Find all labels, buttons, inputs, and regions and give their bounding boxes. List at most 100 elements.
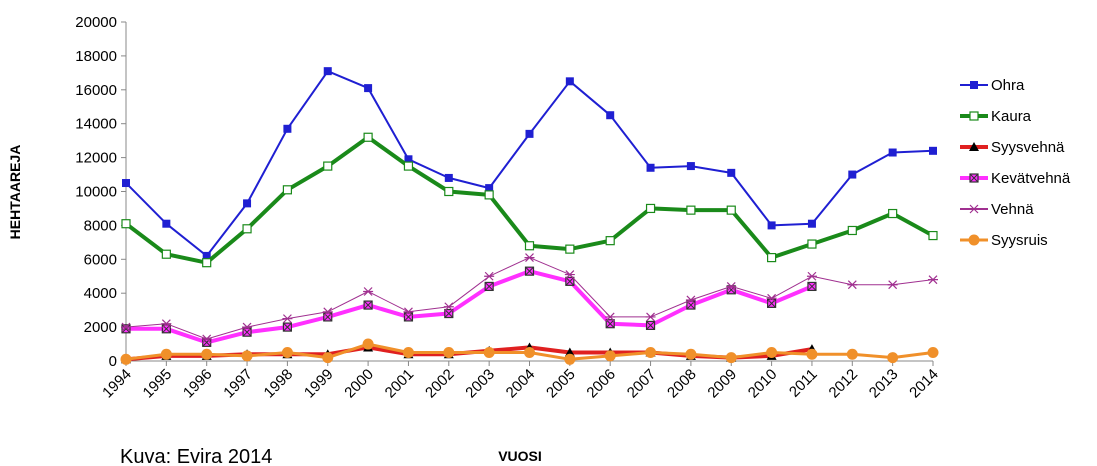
data-point-ohra xyxy=(122,179,130,188)
data-point-kevatvehna xyxy=(645,320,656,331)
x-tick-label: 1995 xyxy=(140,366,176,402)
legend-marker xyxy=(969,142,979,151)
data-point-vehna xyxy=(403,307,414,317)
series-lines xyxy=(120,67,939,365)
data-point-vehna xyxy=(726,281,737,291)
series-vehna xyxy=(121,253,938,344)
x-axis: 1994 1995 1996 1997 1998 1999 2000 2001 2002 2003… xyxy=(99,360,942,402)
legend-item-vehna: Vehnä xyxy=(960,201,1034,218)
data-point-syysruis xyxy=(927,347,939,359)
legend-marker xyxy=(968,234,980,246)
series-syysruis xyxy=(120,338,939,365)
data-point-ohra xyxy=(202,251,211,260)
data-point-ohra xyxy=(727,168,736,177)
data-point-kaura xyxy=(726,205,736,215)
data-point-kaura xyxy=(282,185,292,195)
data-point-syysruis xyxy=(685,348,697,360)
y-tick-label: 4000 xyxy=(84,285,117,302)
data-point-vehna xyxy=(605,312,616,322)
x-tick-label: 2007 xyxy=(624,366,660,402)
y-axis: 0 2000 4000 6000 8000 10000 12000 14000 16000 180… xyxy=(75,14,127,370)
data-point-kaura xyxy=(363,132,373,142)
data-point-vehna xyxy=(685,295,696,305)
series-line-kevatvehna xyxy=(126,269,813,345)
legend-item-kevatvehna: Kevätvehnä xyxy=(960,170,1071,187)
series-ohra xyxy=(122,67,937,260)
data-point-ohra xyxy=(323,67,332,76)
data-point-kevatvehna xyxy=(121,324,131,334)
y-tick-label: 18000 xyxy=(75,48,117,65)
data-point-vehna xyxy=(282,314,293,324)
data-point-kevatvehna xyxy=(444,308,454,319)
legend-label: Kevätvehnä xyxy=(991,170,1071,187)
legend-marker xyxy=(969,204,979,214)
data-point-syysruis xyxy=(725,352,737,364)
data-point-vehna xyxy=(645,312,656,322)
data-point-kaura xyxy=(323,161,333,171)
data-point-kevatvehna xyxy=(565,276,575,286)
legend-label: Vehnä xyxy=(991,201,1034,218)
data-point-ohra xyxy=(283,124,292,133)
y-tick-label: 8000 xyxy=(84,217,117,234)
data-point-kevatvehna xyxy=(807,281,817,292)
data-point-kaura xyxy=(686,205,696,215)
x-tick-label: 2001 xyxy=(382,366,418,402)
x-tick-label: 1996 xyxy=(180,366,216,402)
data-point-ohra xyxy=(162,219,171,228)
legend-label: Syysruis xyxy=(991,232,1048,249)
data-point-vehna xyxy=(363,287,374,296)
data-point-kaura xyxy=(807,239,817,249)
image-caption: Kuva: Evira 2014 xyxy=(120,446,272,466)
data-point-vehna xyxy=(847,280,858,290)
data-point-vehna xyxy=(201,334,212,344)
y-tick-label: 16000 xyxy=(75,82,117,99)
legend: Ohra Kaura Syysvehnä Kevätvehnä Vehnä Syysrui… xyxy=(960,77,1071,249)
data-point-syysruis xyxy=(362,338,374,350)
data-point-syysruis xyxy=(564,353,576,365)
data-point-syysruis xyxy=(766,347,778,359)
data-point-kaura xyxy=(242,224,252,234)
legend-item-ohra: Ohra xyxy=(960,77,1025,94)
data-point-ohra xyxy=(525,129,534,138)
data-point-kevatvehna xyxy=(524,266,535,276)
x-tick-label: 1999 xyxy=(301,366,337,402)
data-point-kevatvehna xyxy=(282,322,292,332)
data-point-kaura xyxy=(928,230,938,241)
y-tick-label: 12000 xyxy=(75,150,117,167)
x-tick-label: 2009 xyxy=(704,366,740,402)
data-point-syysruis xyxy=(241,350,253,362)
data-point-ohra xyxy=(646,163,655,172)
data-point-vehna xyxy=(161,319,172,329)
data-point-vehna xyxy=(806,271,817,281)
x-tick-label: 2012 xyxy=(826,366,862,402)
data-point-kaura xyxy=(847,225,857,236)
x-tick-label: 2008 xyxy=(664,366,700,402)
x-tick-label: 2013 xyxy=(866,366,902,402)
x-tick-label: 2014 xyxy=(906,366,942,402)
y-axis-label: HEHTAAREJA xyxy=(7,145,23,240)
data-point-ohra xyxy=(888,148,897,157)
data-point-ohra xyxy=(565,77,574,86)
data-point-kevatvehna xyxy=(605,319,615,329)
data-point-ohra xyxy=(848,170,857,179)
data-point-kaura xyxy=(161,249,171,259)
x-tick-label: 2010 xyxy=(745,366,781,402)
x-tick-label: 2006 xyxy=(583,366,619,402)
series-kaura xyxy=(121,132,938,268)
data-point-syysruis xyxy=(846,348,858,360)
data-point-kaura xyxy=(645,203,656,214)
data-point-syysruis xyxy=(645,347,657,359)
y-tick-label: 0 xyxy=(109,353,117,370)
data-point-kaura xyxy=(121,219,131,229)
x-tick-label: 2005 xyxy=(543,366,579,402)
data-point-kaura xyxy=(524,241,535,251)
data-point-syysruis xyxy=(604,350,616,362)
data-point-kaura xyxy=(605,236,615,246)
data-point-ohra xyxy=(929,146,937,155)
data-point-vehna xyxy=(564,270,575,279)
legend-label: Ohra xyxy=(991,77,1025,94)
data-point-vehna xyxy=(322,307,333,317)
data-point-vehna xyxy=(242,322,253,332)
data-point-syysruis xyxy=(120,353,132,365)
data-point-vehna xyxy=(766,293,777,303)
